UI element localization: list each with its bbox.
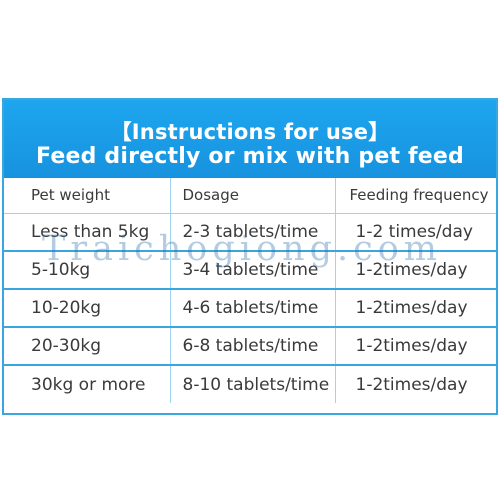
header-feeding-frequency: Feeding frequency (335, 178, 496, 214)
instructions-card: 【Instructions for use】 Feed directly or … (2, 98, 498, 415)
cell-feeding-frequency: 1-2times/day (335, 251, 496, 290)
cell-pet-weight: 10-20kg (4, 289, 171, 328)
cell-dosage: 2-3 tablets/time (170, 213, 336, 252)
table-header-row: Pet weight Dosage Feeding frequency (4, 178, 496, 214)
cell-feeding-frequency: 1-2times/day (335, 289, 496, 328)
cell-pet-weight: 20-30kg (4, 327, 171, 366)
cell-pet-weight: 30kg or more (4, 365, 171, 403)
header-dosage: Dosage (170, 178, 336, 214)
cell-dosage: 3-4 tablets/time (170, 251, 336, 290)
table-row: Less than 5kg 2-3 tablets/time 1-2 times… (4, 213, 496, 252)
cell-feeding-frequency: 1-2 times/day (335, 213, 496, 252)
cell-pet-weight: 5-10kg (4, 251, 171, 290)
banner-title: 【Instructions for use】 (110, 120, 390, 144)
banner-subtitle: Feed directly or mix with pet feed (36, 144, 464, 169)
cell-feeding-frequency: 1-2times/day (335, 327, 496, 366)
table-row: 5-10kg 3-4 tablets/time 1-2times/day (4, 251, 496, 290)
cell-dosage: 4-6 tablets/time (170, 289, 336, 328)
instructions-banner: 【Instructions for use】 Feed directly or … (4, 100, 496, 178)
table-row: 20-30kg 6-8 tablets/time 1-2times/day (4, 327, 496, 366)
dosage-table: Pet weight Dosage Feeding frequency Less… (4, 178, 496, 403)
cell-pet-weight: Less than 5kg (4, 213, 171, 252)
cell-feeding-frequency: 1-2times/day (355, 374, 468, 395)
cell-dosage: 6-8 tablets/time (170, 327, 336, 366)
table-row: 30kg or more 8-10 tablets/time 1-2times/… (4, 365, 496, 403)
header-pet-weight: Pet weight (4, 178, 171, 214)
cell-dosage: 8-10 tablets/time (170, 365, 336, 403)
table-row: 10-20kg 4-6 tablets/time 1-2times/day (4, 289, 496, 328)
